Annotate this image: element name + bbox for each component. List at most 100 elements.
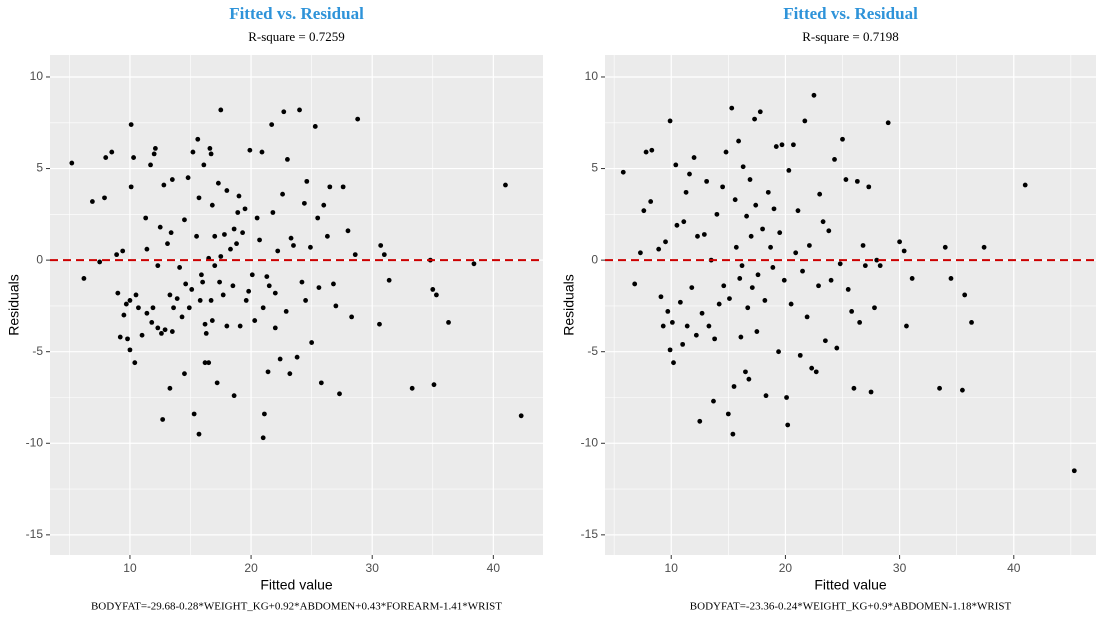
point [185,175,191,181]
point [721,283,727,289]
point [165,241,170,247]
point [740,164,746,170]
point [471,261,477,267]
point [191,411,197,417]
point [132,360,138,366]
point [776,349,781,355]
point [128,184,134,190]
y-tick-label: -10 [581,435,599,449]
point [683,189,689,195]
point [897,239,902,245]
point [285,156,290,162]
y-axis-label: Residuals [561,274,577,335]
point [199,272,204,278]
point [297,107,302,113]
point [224,188,230,193]
point [299,279,305,285]
point [117,334,123,340]
point [259,149,265,155]
point [201,162,207,168]
point [260,435,266,441]
point [202,360,208,366]
point [155,263,161,269]
point [272,290,278,296]
x-axis-label: Fitted value [814,577,887,593]
point [714,211,720,217]
point [143,215,149,221]
point [948,276,954,281]
point [716,301,722,307]
point [114,252,120,258]
point [190,149,196,155]
point [680,341,686,347]
point [195,136,201,142]
point [684,323,690,329]
point [681,219,687,225]
point [660,323,666,329]
point [167,385,173,391]
point [430,287,436,292]
point [826,228,832,234]
point [171,305,176,311]
point [194,233,199,239]
point [733,244,739,250]
point [212,233,218,239]
point [748,233,754,239]
point [817,191,823,197]
point [901,248,907,254]
point [159,330,164,336]
point [139,332,145,338]
point [785,422,791,428]
point [693,332,699,338]
point [127,347,133,353]
point [208,151,214,157]
point [658,294,664,300]
point [804,314,810,320]
point [115,290,121,296]
point [687,171,692,177]
point [832,156,837,162]
point [169,177,175,182]
point [431,382,437,388]
point [291,243,296,248]
point [809,365,815,371]
point [208,298,214,303]
x-tick-label: 30 [366,561,380,575]
point [209,202,215,208]
point [797,352,803,358]
point [186,305,192,311]
point [727,296,732,301]
point [781,277,787,283]
point [97,259,103,265]
point [725,411,731,417]
point [788,301,794,307]
point [162,327,168,333]
point [324,233,330,239]
point [960,387,965,393]
point [857,319,863,325]
point [754,329,760,334]
point [674,222,680,228]
point [312,124,318,129]
point [689,285,695,291]
point [669,319,675,325]
point [665,309,671,314]
point [779,142,785,148]
point [236,193,242,199]
point [182,217,187,223]
point [409,385,415,391]
point [169,329,175,334]
point [103,155,109,160]
point [755,272,761,278]
point [777,230,783,236]
point [828,277,834,283]
point [434,292,439,298]
x-tick-label: 20 [244,561,258,575]
point [378,243,384,248]
point [981,244,987,250]
point [866,184,872,190]
point [234,241,239,247]
point [820,219,826,225]
caption: BODYFAT=-23.36-0.24*WEIGHT_KG+0.9*ABDOME… [690,601,1012,613]
point [712,336,718,342]
